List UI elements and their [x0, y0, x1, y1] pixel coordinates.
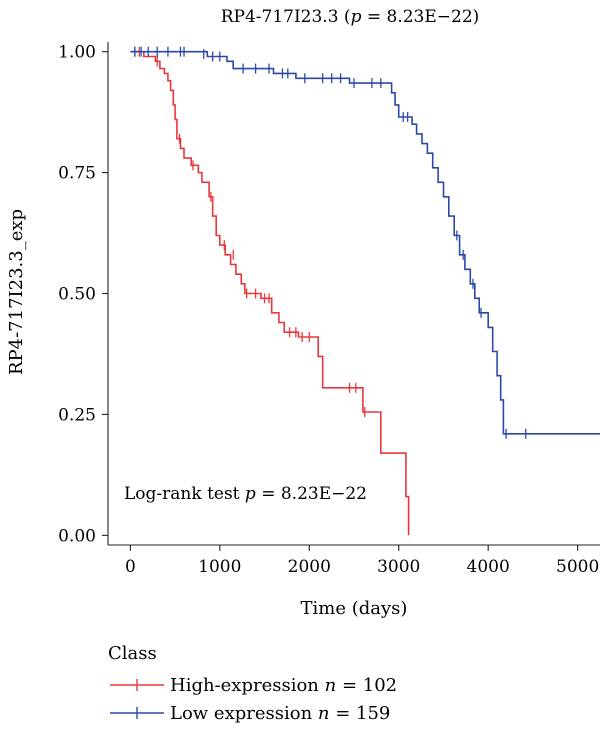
x-tick-label: 1000 [198, 557, 241, 577]
legend-item-low: Low expression n = 159 [110, 703, 390, 724]
legend: Class High-expression n = 102 Low expres… [108, 643, 397, 724]
title-p-symbol: p [351, 7, 362, 27]
legend-label-low: Low expression n = 159 [170, 703, 390, 724]
y-ticks: 0.00 0.25 0.50 0.75 1.00 [58, 43, 108, 546]
y-tick-label: 0.75 [58, 164, 96, 184]
annotation-p-symbol: p [245, 484, 256, 504]
legend-label-high: High-expression n = 102 [170, 675, 397, 696]
legend-n-symbol-low: n [318, 703, 330, 724]
series-low [130, 46, 600, 439]
survival-curves [130, 46, 600, 536]
y-tick-label: 0.50 [58, 285, 96, 305]
legend-n-symbol-high: n [325, 675, 337, 696]
survival-line-high [130, 50, 410, 536]
x-tick-label: 0 [125, 557, 136, 577]
legend-series-name-high: High-expression [170, 675, 319, 696]
x-tick-label: 3000 [377, 557, 420, 577]
y-tick-label: 0.25 [58, 405, 96, 425]
log-rank-annotation: Log-rank test p = 8.23E−22 [124, 484, 367, 504]
title-rest: = 8.23E−22) [361, 7, 479, 27]
series-high [130, 46, 410, 536]
legend-title: Class [108, 643, 157, 664]
x-tick-label: 5000 [556, 557, 599, 577]
annotation-prefix: Log-rank test [124, 484, 245, 504]
x-tick-label: 2000 [288, 557, 331, 577]
chart-title: RP4-717I23.3 (p = 8.23E−22) [221, 7, 480, 27]
y-tick-label: 0.00 [58, 526, 96, 546]
survival-line-low [130, 50, 600, 435]
legend-series-name-low: Low expression [170, 703, 313, 724]
annotation-suffix: = 8.23E−22 [256, 484, 367, 504]
y-axis-title: RP4-717I23.3_exp [6, 209, 27, 375]
y-axis: 0.00 0.25 0.50 0.75 1.00 [58, 42, 109, 546]
x-axis-title: Time (days) [301, 598, 408, 619]
x-ticks: 0 1000 2000 3000 4000 5000 [125, 545, 599, 577]
x-tick-label: 4000 [467, 557, 510, 577]
legend-item-high: High-expression n = 102 [110, 675, 397, 696]
x-axis: 0 1000 2000 3000 4000 5000 [108, 544, 600, 577]
y-tick-label: 1.00 [58, 43, 96, 63]
title-main: RP4-717I23.3 ( [221, 7, 351, 27]
legend-n-value-low: = 159 [330, 703, 391, 724]
legend-n-value-high: = 102 [336, 675, 397, 696]
